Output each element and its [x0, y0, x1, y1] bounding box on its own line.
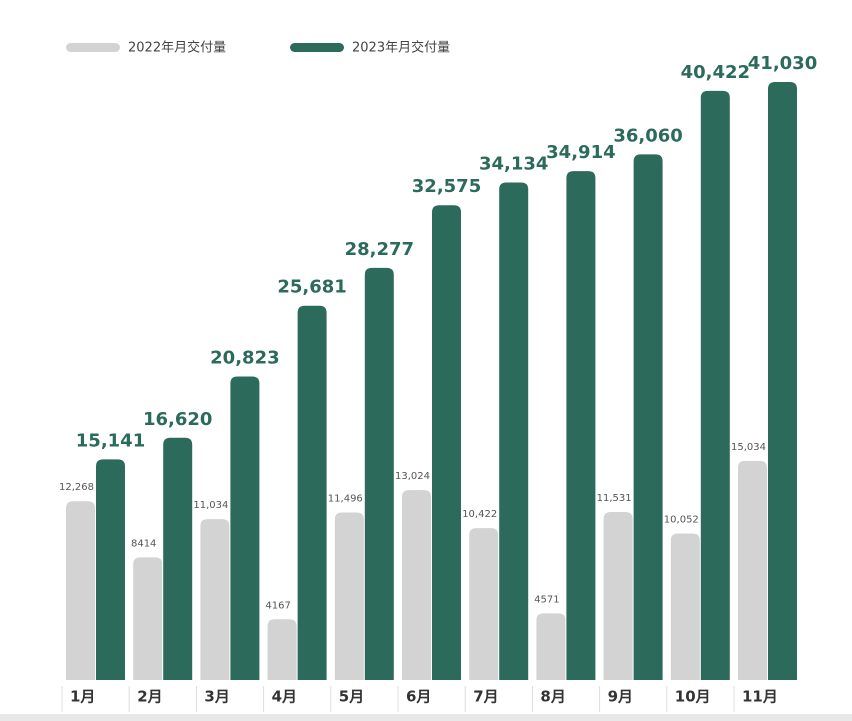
x-tick-label: 1月	[70, 688, 95, 706]
bar	[96, 459, 125, 680]
data-label: 16,620	[143, 409, 212, 430]
bar	[230, 376, 260, 680]
data-label: 13,024	[395, 471, 430, 482]
legend-swatch	[66, 43, 120, 52]
data-label: 8414	[131, 538, 156, 549]
x-tick-label: 2月	[137, 688, 162, 706]
data-label: 40,422	[681, 62, 750, 83]
bar	[738, 460, 767, 680]
bar	[267, 619, 297, 680]
data-label: 41,030	[748, 53, 817, 74]
bar	[499, 182, 529, 680]
x-tick-label: 3月	[204, 688, 229, 706]
x-tick-label: 10月	[675, 688, 711, 706]
data-label: 25,681	[277, 277, 346, 298]
data-label: 11,496	[328, 493, 363, 504]
bar	[566, 171, 596, 681]
bar	[633, 154, 663, 680]
data-label: 12,268	[59, 482, 94, 493]
x-tick-label: 8月	[540, 688, 565, 706]
data-label: 28,277	[345, 239, 414, 260]
bar	[700, 90, 730, 680]
data-label: 15,034	[731, 442, 766, 453]
data-label: 4571	[534, 594, 559, 605]
x-tick-label: 6月	[406, 688, 431, 706]
data-label: 36,060	[613, 125, 682, 146]
bar	[200, 519, 230, 680]
bar	[163, 437, 193, 680]
x-tick-label: 4月	[272, 688, 297, 706]
x-tick-label: 7月	[473, 688, 498, 706]
bar	[402, 490, 431, 680]
x-tick-label: 9月	[608, 688, 633, 706]
x-tick-label: 11月	[742, 688, 778, 706]
bar	[133, 557, 163, 680]
data-label: 15,141	[76, 430, 145, 451]
bar	[432, 205, 461, 680]
x-tick-label: 5月	[339, 688, 364, 706]
bar	[603, 511, 633, 680]
data-label: 10,052	[664, 514, 699, 525]
data-label: 4167	[265, 600, 290, 611]
legend-swatch	[290, 43, 344, 52]
bar	[670, 533, 700, 680]
data-label: 10,422	[462, 509, 497, 520]
legend-label: 2022年月交付量	[128, 40, 226, 56]
bar	[297, 305, 327, 680]
data-label: 34,134	[479, 154, 548, 175]
data-label: 34,914	[546, 142, 615, 163]
bottom-strip	[0, 714, 852, 721]
bar	[768, 82, 797, 680]
bar	[334, 512, 364, 680]
bar	[364, 267, 394, 680]
legend-label: 2023年月交付量	[352, 40, 450, 56]
bar	[469, 528, 499, 680]
data-label: 20,823	[210, 348, 279, 369]
bar	[536, 613, 566, 680]
data-label: 32,575	[412, 176, 481, 197]
data-label: 11,531	[597, 493, 632, 504]
bar	[66, 501, 95, 680]
data-label: 11,034	[193, 500, 228, 511]
